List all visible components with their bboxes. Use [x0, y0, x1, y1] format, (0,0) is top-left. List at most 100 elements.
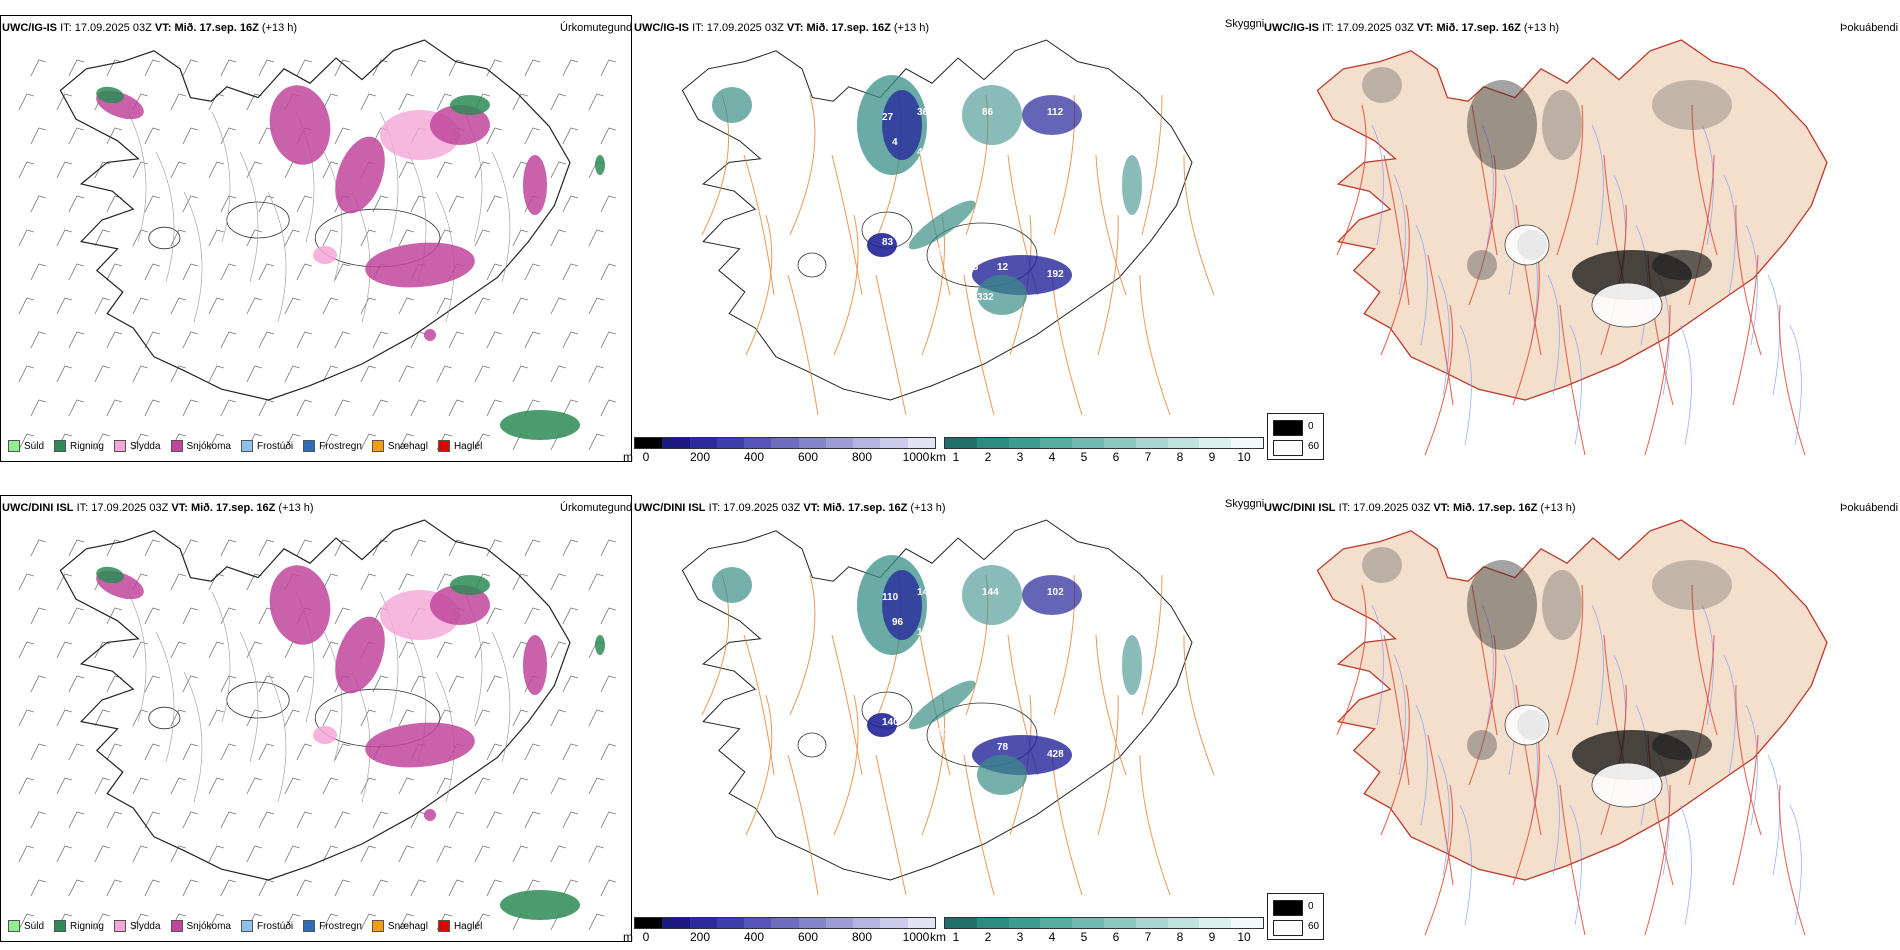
river-line [1415, 224, 1428, 346]
scale-tick-label: 8 [1176, 450, 1184, 464]
road-line [239, 631, 259, 763]
wind-barb [182, 195, 198, 213]
wind-barb [220, 811, 236, 829]
snow-area [365, 242, 475, 288]
scale-segment [853, 918, 881, 928]
visibility-label: 428 [1047, 749, 1064, 760]
wind-barb [144, 811, 160, 829]
glacier-outline [797, 252, 827, 278]
road-line [1141, 574, 1163, 716]
road-line [833, 214, 859, 356]
init-time: 17.09.2025 03Z [723, 502, 801, 514]
wind-barb [246, 641, 262, 659]
road-line [1644, 304, 1671, 456]
wind-barb [474, 777, 490, 795]
wind-barb [246, 161, 262, 179]
visibility-label: 12 [997, 262, 1009, 273]
header-visibility-row2: UWC/DINI ISL IT: 17.09.2025 03Z VT: Mið.… [634, 502, 946, 514]
visibility-map-row2: 150 12 110 14 144 102 96 137 21 13 82 15 140 151 77 78 4… [681, 519, 1215, 896]
wind-barb [600, 399, 616, 417]
rain-area [96, 86, 124, 104]
wind-barb [512, 161, 528, 179]
wind-barb [474, 845, 490, 863]
river-line [1789, 324, 1802, 446]
wind-barb [220, 331, 236, 349]
wind-barb [106, 331, 122, 349]
wind-barb [322, 365, 338, 383]
wind-barb [258, 331, 274, 349]
model-name: UWC/IG-IS [2, 22, 57, 34]
wind-barb [68, 399, 84, 417]
wind-barb [258, 743, 274, 761]
river-line [1481, 124, 1494, 246]
legend-item: Snæhagl [371, 440, 428, 452]
wind-barb [284, 365, 300, 383]
road-line [1097, 694, 1119, 836]
legend-label: Snæhagl [387, 440, 428, 452]
legend-swatch [113, 440, 126, 452]
fog-index-area [1467, 80, 1537, 170]
wind-barb [68, 743, 84, 761]
precip-map-row2 [0, 495, 632, 942]
scale-segment [880, 438, 908, 448]
wind-barb [144, 195, 160, 213]
wind-barb [106, 607, 122, 625]
wind-barb [474, 433, 490, 451]
road-line [831, 634, 863, 776]
legend-swatch [54, 920, 67, 932]
road-line [155, 631, 175, 763]
legend-label: Slydda [129, 440, 161, 452]
wind-barb [322, 573, 338, 591]
scale-segment [1072, 918, 1104, 928]
wind-barb [322, 641, 338, 659]
fog-title-row1: Þokuábendi [1840, 22, 1899, 34]
wind-barb [486, 399, 502, 417]
wind-barb [562, 607, 578, 625]
scale-tick-label: 1 [952, 450, 960, 464]
wind-barb [296, 539, 312, 557]
legend-label: Rigning [70, 440, 104, 452]
legend-item: Rigning [54, 440, 104, 452]
visibility-label: 112 [1047, 107, 1064, 118]
fog-index-area [1467, 560, 1537, 650]
wind-barb [486, 675, 502, 693]
model-name: UWC/IG-IS [634, 22, 689, 34]
scale-tick-label: 6 [1112, 450, 1120, 464]
fog-index-area [1652, 250, 1712, 280]
wind-barb [600, 607, 616, 625]
fog-index-area [1652, 560, 1732, 610]
wind-barb [144, 59, 160, 77]
wind-barb [170, 161, 186, 179]
scale-segment [771, 918, 799, 928]
scale-unit: m [623, 450, 633, 464]
wind-barb [360, 229, 376, 247]
scale-segment [1167, 438, 1200, 448]
scale-tick-label: 3 [1016, 450, 1024, 464]
road-line [1141, 94, 1163, 236]
scale-tick-label: 10 [1237, 930, 1251, 944]
valid-time: Mið. 17.sep. 16Z [806, 22, 891, 34]
fog-legend-swatch [1273, 420, 1303, 436]
road-line [1644, 784, 1671, 936]
wind-barb [550, 161, 566, 179]
river-line [1503, 174, 1516, 296]
wind-barb [18, 913, 34, 931]
wind-barb [106, 539, 122, 557]
scale-tick-label: 0 [642, 930, 650, 944]
wind-barb [144, 675, 160, 693]
wind-barb [132, 297, 148, 315]
road-line [1691, 584, 1718, 736]
iceland-coastline [1316, 39, 1828, 401]
river-line [1767, 754, 1780, 876]
wind-barb [68, 539, 84, 557]
road-line [183, 191, 203, 323]
wind-barb [512, 229, 528, 247]
wind-barb [68, 127, 84, 145]
fog-legend-row2: 0 60 [1267, 893, 1324, 940]
visibility-label: 70 [1102, 137, 1114, 148]
wind-barb [436, 297, 452, 315]
wind-barb [18, 573, 34, 591]
wind-barb [398, 161, 414, 179]
scale-segment [907, 438, 935, 448]
visibility-label: 15 [972, 692, 984, 703]
